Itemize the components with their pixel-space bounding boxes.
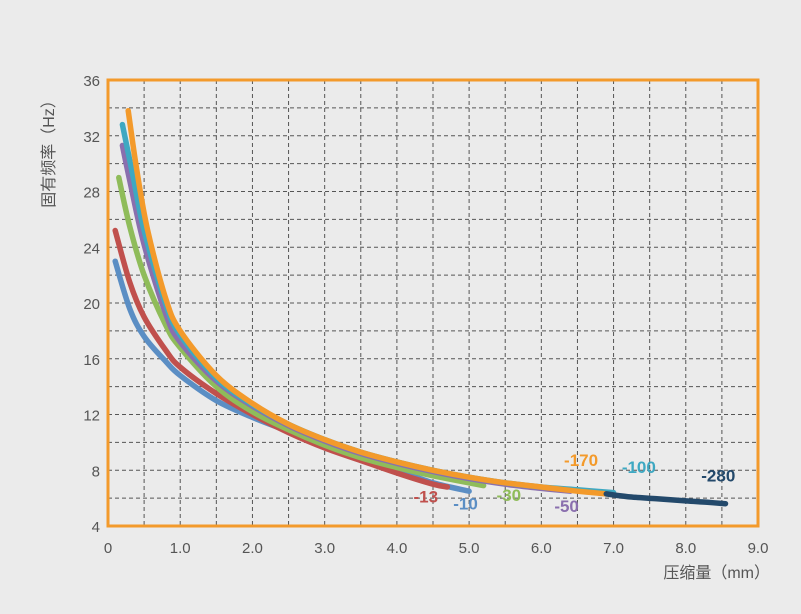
x-tick-label: 2.0 [242, 540, 263, 557]
x-tick-label: 5.0 [459, 540, 480, 557]
series-line-minus-280 [603, 491, 729, 507]
y-tick-label: 4 [92, 519, 100, 536]
x-tick-label: 6.0 [531, 540, 552, 557]
series-layer [112, 107, 729, 507]
y-tick-label: 28 [83, 185, 100, 202]
y-tick-label: 32 [83, 129, 100, 146]
series-label-minus-280: -280 [701, 466, 735, 485]
x-tick-label: 3.0 [314, 540, 335, 557]
annotation-layer: -13 -10 -30 -50 -170 -100 -280 [413, 451, 735, 516]
series-line-minus-30 [116, 174, 487, 489]
series-line-minus-170 [125, 107, 610, 497]
y-axis-label: 固有频率（Hz） [40, 92, 58, 208]
x-tick-label: 8.0 [675, 540, 696, 557]
y-tick-label: 36 [83, 73, 100, 90]
x-tick-label: 9.0 [748, 540, 769, 557]
x-tick-label: 7.0 [603, 540, 624, 557]
tick-layer: 0 1.0 2.0 3.0 4.0 5.0 6.0 7.0 8.0 9.0 4 8 12 16 20 24 28… [83, 73, 768, 557]
series-label-minus-50: -50 [554, 497, 579, 516]
y-tick-label: 16 [83, 352, 100, 369]
series-line-minus-10 [112, 258, 472, 494]
plot-frame [106, 78, 760, 528]
series-label-minus-10: -10 [453, 494, 478, 513]
series-line-minus-50 [119, 142, 573, 494]
series-label-minus-170: -170 [564, 451, 598, 470]
series-label-minus-13: -13 [413, 487, 438, 506]
series-label-minus-100: -100 [622, 458, 656, 477]
x-axis-label: 压缩量（mm） [663, 564, 770, 582]
y-tick-label: 24 [83, 240, 100, 257]
x-tick-label: 1.0 [170, 540, 191, 557]
y-tick-label: 8 [92, 463, 100, 480]
y-tick-label: 12 [83, 408, 100, 425]
grid-layer [108, 80, 758, 526]
x-tick-label: 4.0 [386, 540, 407, 557]
y-tick-label: 20 [83, 296, 100, 313]
series-line-minus-100 [119, 121, 617, 496]
series-label-minus-30: -30 [497, 486, 522, 505]
x-tick-label: 0 [104, 540, 112, 557]
